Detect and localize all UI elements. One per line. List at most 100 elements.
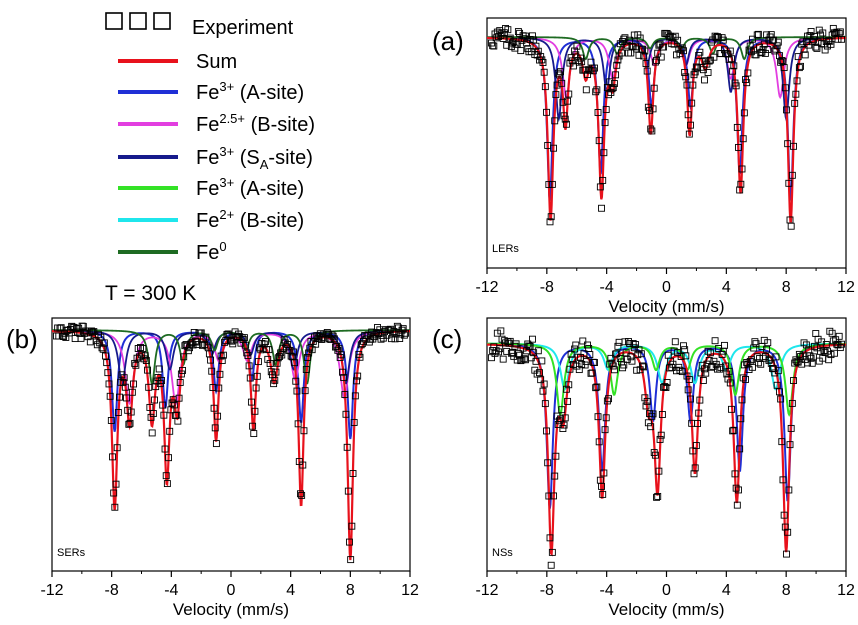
experiment-point (713, 33, 721, 41)
x-tick-label: -12 (475, 279, 498, 296)
experiment-point (838, 35, 845, 43)
experiment-point (731, 470, 739, 478)
experiment-point (544, 459, 552, 467)
x-tick-label: -4 (600, 582, 614, 599)
experiment-point (777, 58, 785, 66)
x-tick-label: -4 (600, 279, 614, 296)
experiment-point (558, 79, 566, 87)
experiment-point (760, 40, 768, 48)
experiment-point (343, 443, 351, 451)
experiment-point (662, 384, 670, 391)
experiment-point (177, 370, 185, 378)
experiment-point (572, 341, 580, 349)
experiment-point (214, 412, 222, 420)
panel-label: (c) (432, 324, 462, 354)
experiment-point (139, 345, 147, 352)
experiment-point (88, 327, 95, 335)
experiment-point (634, 351, 642, 359)
experiment-point (838, 340, 845, 348)
experiment-point (781, 523, 789, 531)
experiment-point (711, 337, 719, 345)
experiment-point (341, 391, 349, 398)
x-tick-label: 8 (346, 582, 355, 599)
experiment-point (776, 388, 783, 396)
experiment-point (210, 404, 218, 412)
experiment-point (786, 441, 794, 449)
experiment-point (330, 335, 338, 343)
experiment-point (689, 447, 697, 455)
experiment-point (598, 204, 605, 212)
experiment-point (525, 342, 533, 350)
experiment-point (732, 484, 740, 492)
experiment-point (593, 86, 601, 94)
experiment-point (591, 359, 598, 366)
experiment-point (788, 171, 796, 179)
experiment-point (774, 367, 782, 375)
experiment-point (551, 472, 559, 480)
experiment-point (520, 355, 528, 363)
experiment-point (125, 420, 133, 428)
experiment-point (237, 339, 245, 347)
experiment-point (646, 107, 653, 115)
experiment-point (670, 347, 678, 355)
experiment-point (816, 31, 824, 39)
experiment-point (565, 381, 573, 389)
experiment-point (252, 384, 260, 392)
experiment-point (77, 334, 85, 342)
experiment-point (771, 369, 779, 377)
experiment-point (200, 335, 208, 343)
experiment-point (663, 379, 671, 386)
experiment-point (609, 362, 617, 370)
experiment-point (308, 346, 316, 354)
experiment-point (537, 376, 545, 384)
experiment-point (742, 375, 749, 383)
experiment-point (699, 377, 707, 384)
experiment-point (577, 54, 584, 62)
experiment-point (158, 377, 165, 384)
experiment-point (538, 357, 546, 365)
experiment-point (56, 324, 64, 332)
experiment-point (771, 47, 779, 55)
experiment-point (533, 370, 541, 378)
experiment-point (687, 395, 694, 403)
experiment-point (737, 180, 745, 188)
experiment-point (657, 53, 665, 61)
experiment-point (745, 46, 753, 54)
experiment-point (595, 438, 603, 446)
experiment-point (264, 355, 272, 363)
experiment-point (807, 354, 815, 362)
experiment-point (337, 351, 345, 359)
experiment-point (827, 40, 835, 48)
experiment-point (256, 344, 264, 352)
experiment-point (788, 399, 796, 407)
experiment-point (523, 347, 531, 355)
experiment-point (127, 408, 135, 416)
experiment-point (277, 349, 285, 357)
experiment-point (299, 461, 307, 469)
experiment-point (730, 426, 738, 434)
experiment-point (166, 427, 174, 435)
legend-square-marker (105, 12, 123, 30)
experiment-point (582, 86, 590, 94)
experiment-point (342, 410, 350, 418)
experiment-point (822, 341, 830, 348)
experiment-point (664, 31, 672, 39)
experiment-point (131, 359, 139, 367)
experiment-point (621, 34, 629, 42)
experiment-point (812, 43, 820, 51)
experiment-point (592, 384, 600, 392)
experiment-point (738, 165, 746, 173)
experiment-point (806, 352, 814, 360)
x-tick-label: 8 (782, 279, 791, 296)
experiment-point (683, 372, 691, 380)
experiment-point (492, 347, 500, 355)
experiment-point (715, 34, 723, 42)
experiment-point (635, 346, 643, 354)
experiment-point (795, 350, 803, 358)
experiment-point (162, 472, 170, 480)
experiment-point (561, 414, 569, 422)
experiment-point (784, 528, 792, 536)
experiment-point (229, 340, 237, 348)
experiment-point (552, 452, 560, 460)
legend-label: Fe2.5+ (B-site) (196, 111, 315, 136)
